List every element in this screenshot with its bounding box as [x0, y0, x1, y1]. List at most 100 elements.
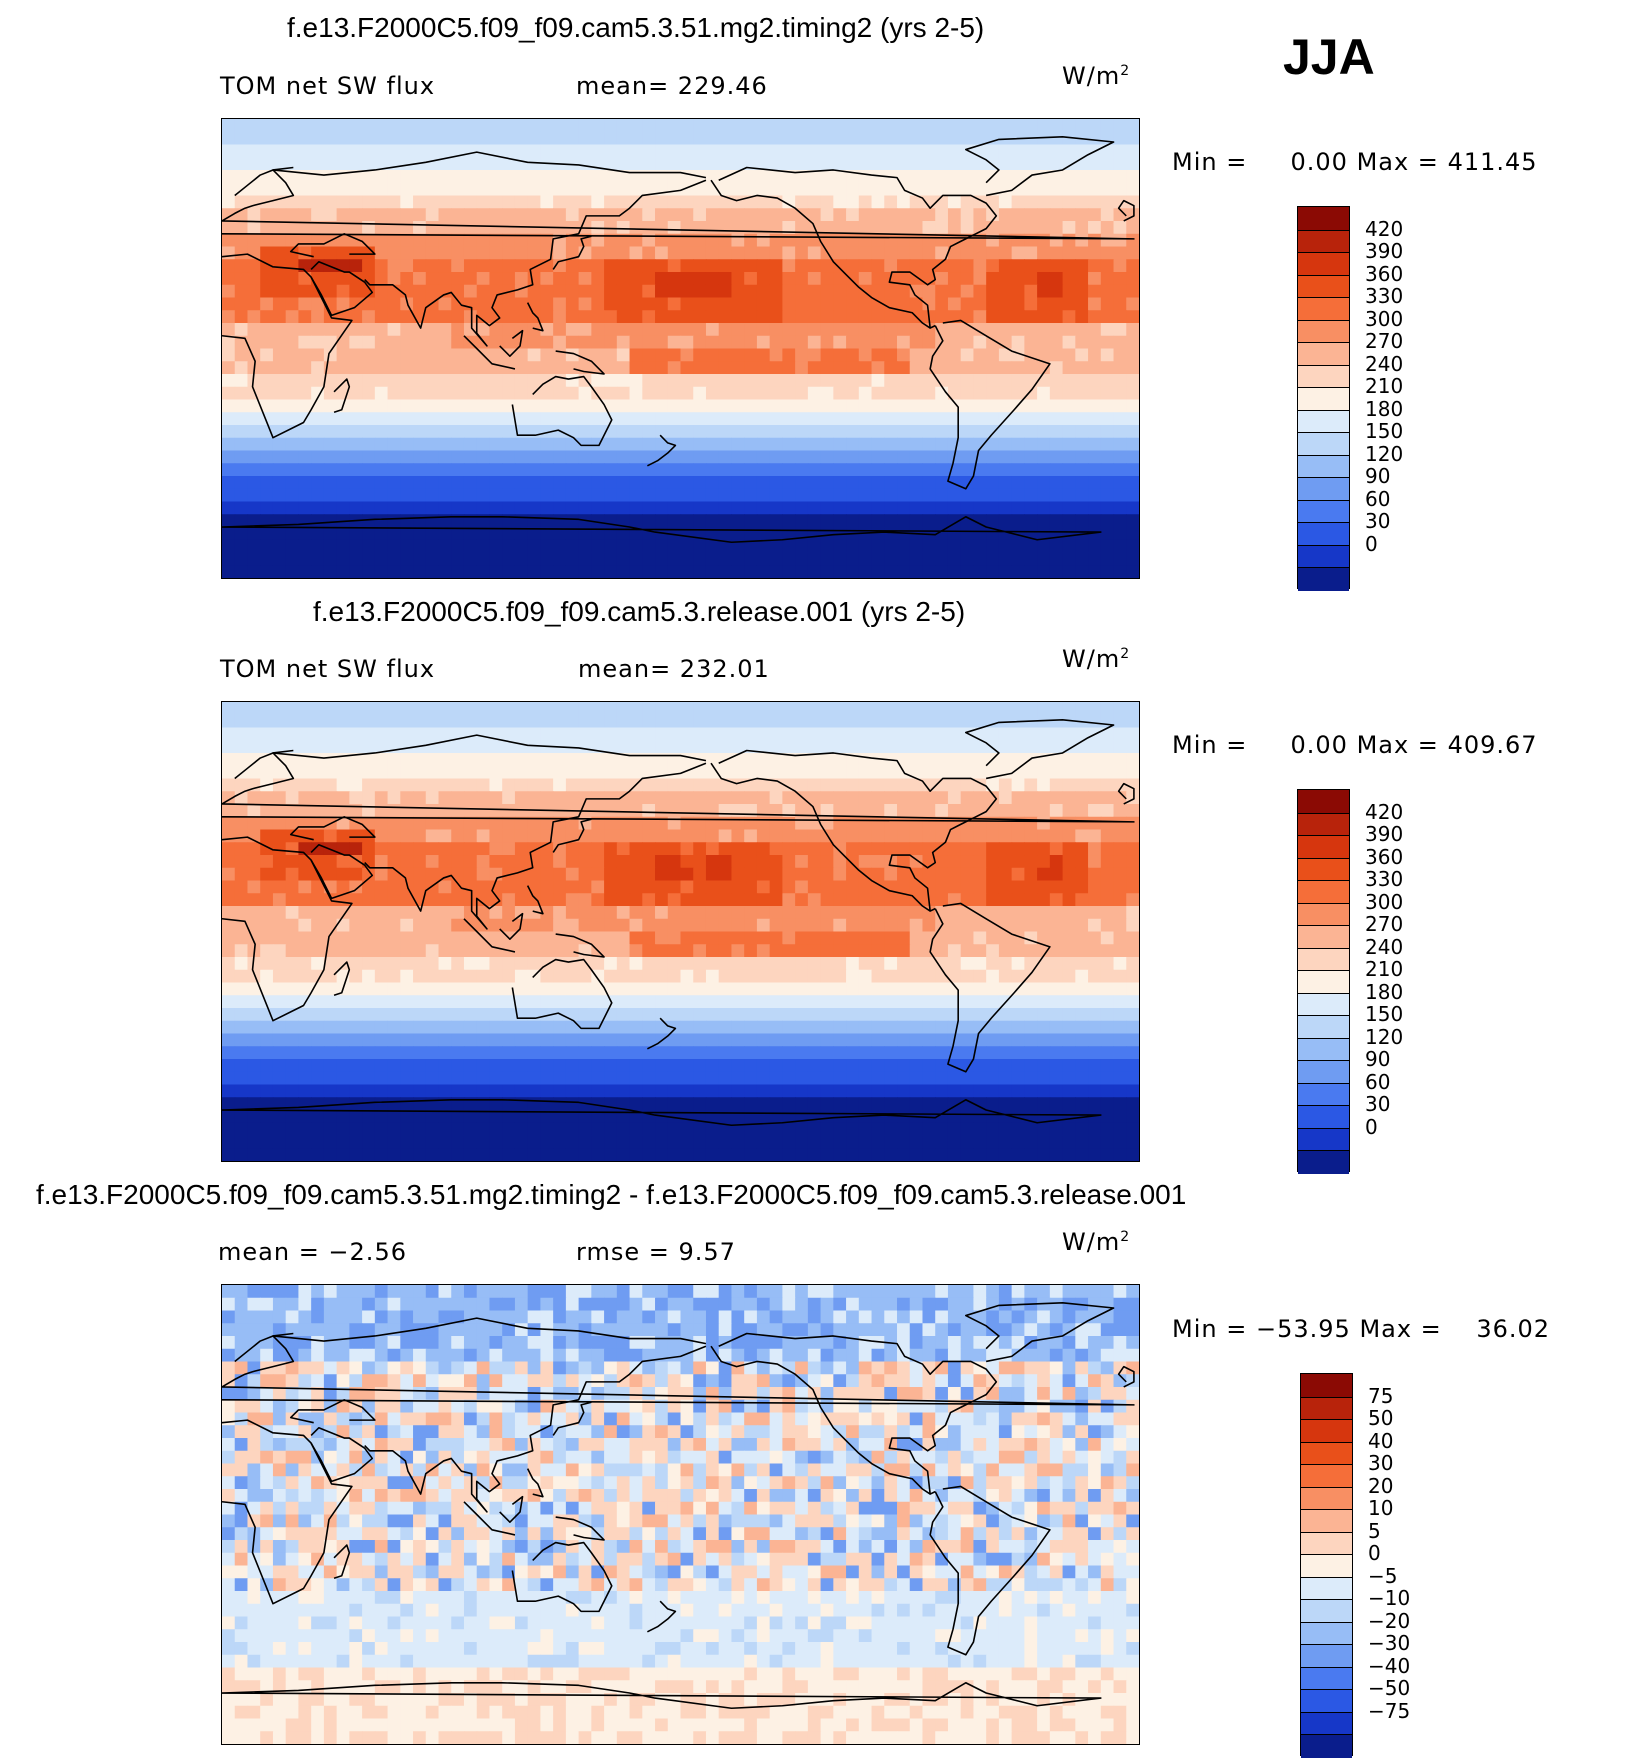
colorbar-swatch — [1298, 1105, 1349, 1129]
field-shading — [222, 119, 1139, 578]
colorbar-swatch — [1298, 477, 1349, 501]
colorbar-swatch — [1301, 1374, 1352, 1397]
colorbar-swatch — [1301, 1554, 1352, 1578]
colorbar-swatches — [1297, 789, 1350, 1172]
panel-1-mean: mean= 229.46 — [576, 72, 768, 100]
colorbar-tick-label: 270 — [1365, 331, 1403, 351]
colorbar-swatch — [1298, 545, 1349, 569]
colorbar-swatch — [1298, 948, 1349, 972]
colorbar-swatch — [1301, 1644, 1352, 1668]
colorbar-swatch — [1298, 522, 1349, 546]
colorbar-tick-label: 30 — [1368, 1453, 1393, 1473]
colorbar-swatch — [1301, 1509, 1352, 1533]
colorbar-swatch — [1298, 567, 1349, 591]
panel-3-map — [221, 1284, 1140, 1745]
colorbar-swatch — [1301, 1599, 1352, 1623]
colorbar-swatch — [1298, 970, 1349, 994]
colorbar-tick-label: 300 — [1365, 892, 1403, 912]
colorbar-swatch — [1298, 835, 1349, 859]
colorbar-tick-label: 330 — [1365, 286, 1403, 306]
colorbar-tick-label: 120 — [1365, 1027, 1403, 1047]
colorbar-tick-label: 60 — [1365, 489, 1390, 509]
colorbar-tick-label: 390 — [1365, 824, 1403, 844]
colorbar-swatch — [1301, 1532, 1352, 1556]
colorbar-swatch — [1301, 1419, 1352, 1443]
colorbar-tick-label: −10 — [1368, 1588, 1410, 1608]
colorbar-swatch — [1298, 993, 1349, 1017]
colorbar-tick-label: 50 — [1368, 1408, 1393, 1428]
colorbar-swatch — [1298, 230, 1349, 254]
colorbar-tick-label: 0 — [1365, 1117, 1378, 1137]
colorbar-tick-label: 420 — [1365, 802, 1403, 822]
colorbar-swatch — [1298, 432, 1349, 456]
colorbar-tick-label: 420 — [1365, 219, 1403, 239]
colorbar-tick-label: 5 — [1368, 1521, 1381, 1541]
colorbar-swatch — [1301, 1734, 1352, 1758]
colorbar-swatch — [1298, 1128, 1349, 1152]
colorbar-swatch — [1298, 925, 1349, 949]
colorbar-tick-label: 20 — [1368, 1476, 1393, 1496]
colorbar-swatch — [1298, 903, 1349, 927]
panel-3-minmax: Min = −53.95 Max = 36.02 — [1172, 1315, 1550, 1343]
colorbar-swatch — [1298, 790, 1349, 813]
colorbar-swatch — [1298, 275, 1349, 299]
colorbar-tick-label: 75 — [1368, 1386, 1393, 1406]
colorbar-tick-label: 60 — [1365, 1072, 1390, 1092]
colorbar-swatch — [1301, 1442, 1352, 1466]
colorbar-tick-label: −40 — [1368, 1656, 1410, 1676]
colorbar-swatch — [1301, 1667, 1352, 1691]
panel-1-unit: W/m2 — [1062, 62, 1130, 90]
colorbar-tick-label: 0 — [1368, 1543, 1381, 1563]
colorbar-tick-label: 300 — [1365, 309, 1403, 329]
colorbar-swatch — [1298, 880, 1349, 904]
colorbar-tick-label: 30 — [1365, 511, 1390, 531]
panel-2-variable-label: TOM net SW flux — [220, 655, 435, 683]
colorbar-swatch — [1298, 342, 1349, 366]
colorbar-swatch — [1298, 410, 1349, 434]
colorbar-swatch — [1298, 1038, 1349, 1062]
colorbar-tick-label: 40 — [1368, 1431, 1393, 1451]
colorbar-tick-label: 120 — [1365, 444, 1403, 464]
colorbar-swatch — [1298, 252, 1349, 276]
colorbar-swatch — [1298, 1015, 1349, 1039]
colorbar-swatch — [1301, 1577, 1352, 1601]
colorbar-tick-label: 210 — [1365, 376, 1403, 396]
colorbar-tick-label: −5 — [1368, 1566, 1397, 1586]
colorbar-tick-label: −20 — [1368, 1611, 1410, 1631]
panel-3-rmse: rmse = 9.57 — [576, 1238, 736, 1266]
colorbar-tick-label: 360 — [1365, 264, 1403, 284]
colorbar-swatch — [1301, 1622, 1352, 1646]
panel-1-map — [221, 118, 1140, 579]
colorbar-tick-label: −75 — [1368, 1701, 1410, 1721]
colorbar-tick-label: 0 — [1365, 534, 1378, 554]
colorbar-tick-label: 90 — [1365, 466, 1390, 486]
colorbar-tick-label: 330 — [1365, 869, 1403, 889]
panel-3-mean: mean = −2.56 — [218, 1238, 407, 1266]
colorbar-swatch — [1301, 1712, 1352, 1736]
colorbar-tick-label: −30 — [1368, 1633, 1410, 1653]
colorbar-swatch — [1298, 297, 1349, 321]
colorbar-tick-label: 180 — [1365, 399, 1403, 419]
panel-3-unit: W/m2 — [1062, 1228, 1130, 1256]
colorbar-swatch — [1298, 1060, 1349, 1084]
colorbar-tick-label: 150 — [1365, 421, 1403, 441]
colorbar-tick-label: 270 — [1365, 914, 1403, 934]
panel-1-title: f.e13.F2000C5.f09_f09.cam5.3.51.mg2.timi… — [287, 12, 984, 44]
panel-2-mean: mean= 232.01 — [578, 655, 770, 683]
colorbar-tick-label: 30 — [1365, 1094, 1390, 1114]
colorbar-swatch — [1298, 1150, 1349, 1174]
colorbar-tick-label: 10 — [1368, 1498, 1393, 1518]
colorbar-swatch — [1298, 813, 1349, 837]
panel-1-variable-label: TOM net SW flux — [220, 72, 435, 100]
colorbar-swatches — [1300, 1373, 1353, 1756]
colorbar-tick-label: 210 — [1365, 959, 1403, 979]
colorbar-swatch — [1301, 1397, 1352, 1421]
panel-2-map — [221, 701, 1140, 1162]
colorbar-swatch — [1298, 858, 1349, 882]
field-shading — [222, 702, 1139, 1161]
colorbar-swatch — [1298, 500, 1349, 524]
colorbar-swatch — [1301, 1464, 1352, 1488]
colorbar-swatch — [1301, 1487, 1352, 1511]
colorbar-tick-label: 240 — [1365, 937, 1403, 957]
colorbar-tick-label: 390 — [1365, 241, 1403, 261]
